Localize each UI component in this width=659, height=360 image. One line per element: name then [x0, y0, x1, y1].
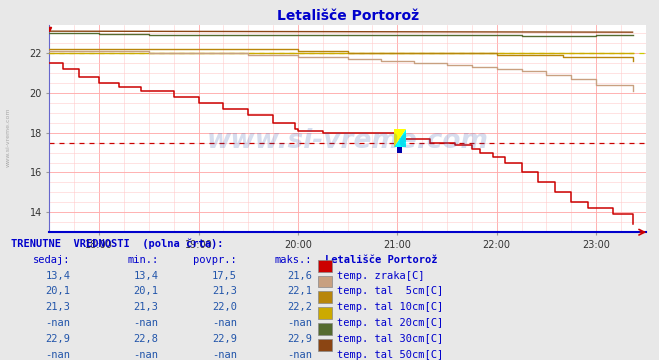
Text: -nan: -nan [134, 350, 159, 360]
Text: 22,2: 22,2 [287, 302, 312, 312]
FancyBboxPatch shape [318, 292, 332, 303]
Text: 21,3: 21,3 [45, 302, 71, 312]
Polygon shape [394, 129, 405, 147]
FancyBboxPatch shape [318, 275, 332, 288]
Text: 21,6: 21,6 [287, 271, 312, 280]
Text: 21,3: 21,3 [134, 302, 159, 312]
Text: -nan: -nan [212, 350, 237, 360]
Text: 20,1: 20,1 [134, 287, 159, 297]
Text: 22,9: 22,9 [45, 334, 71, 344]
Polygon shape [394, 129, 405, 147]
Text: -nan: -nan [287, 350, 312, 360]
Text: 22,1: 22,1 [287, 287, 312, 297]
Text: -nan: -nan [45, 318, 71, 328]
FancyBboxPatch shape [318, 323, 332, 335]
Text: 22,0: 22,0 [212, 302, 237, 312]
Text: maks.:: maks.: [275, 255, 312, 265]
Text: -nan: -nan [45, 350, 71, 360]
Text: www.si-vreme.com: www.si-vreme.com [5, 107, 11, 167]
Text: 13,4: 13,4 [45, 271, 71, 280]
Text: temp. tal 10cm[C]: temp. tal 10cm[C] [337, 302, 443, 312]
FancyBboxPatch shape [318, 307, 332, 319]
Text: www.si-vreme.com: www.si-vreme.com [207, 128, 488, 154]
Title: Letališče Portorož: Letališče Portorož [277, 9, 418, 23]
Text: 17,5: 17,5 [212, 271, 237, 280]
Text: povpr.:: povpr.: [193, 255, 237, 265]
Text: -nan: -nan [134, 318, 159, 328]
Text: -nan: -nan [287, 318, 312, 328]
Text: 22,8: 22,8 [134, 334, 159, 344]
Text: temp. tal 20cm[C]: temp. tal 20cm[C] [337, 318, 443, 328]
Text: 20,1: 20,1 [45, 287, 71, 297]
Text: min.:: min.: [127, 255, 159, 265]
Text: Letališče Portorož: Letališče Portorož [325, 255, 438, 265]
Text: sedaj:: sedaj: [33, 255, 71, 265]
Text: temp. zraka[C]: temp. zraka[C] [337, 271, 424, 280]
Polygon shape [397, 147, 402, 153]
Text: -nan: -nan [212, 318, 237, 328]
Text: TRENUTNE  VREDNOSTI  (polna črta):: TRENUTNE VREDNOSTI (polna črta): [11, 239, 224, 249]
Text: 21,3: 21,3 [212, 287, 237, 297]
Text: 13,4: 13,4 [134, 271, 159, 280]
Text: temp. tal 50cm[C]: temp. tal 50cm[C] [337, 350, 443, 360]
Text: temp. tal 30cm[C]: temp. tal 30cm[C] [337, 334, 443, 344]
FancyBboxPatch shape [318, 339, 332, 351]
Text: temp. tal  5cm[C]: temp. tal 5cm[C] [337, 287, 443, 297]
Text: 22,9: 22,9 [212, 334, 237, 344]
Text: 22,9: 22,9 [287, 334, 312, 344]
FancyBboxPatch shape [318, 260, 332, 271]
